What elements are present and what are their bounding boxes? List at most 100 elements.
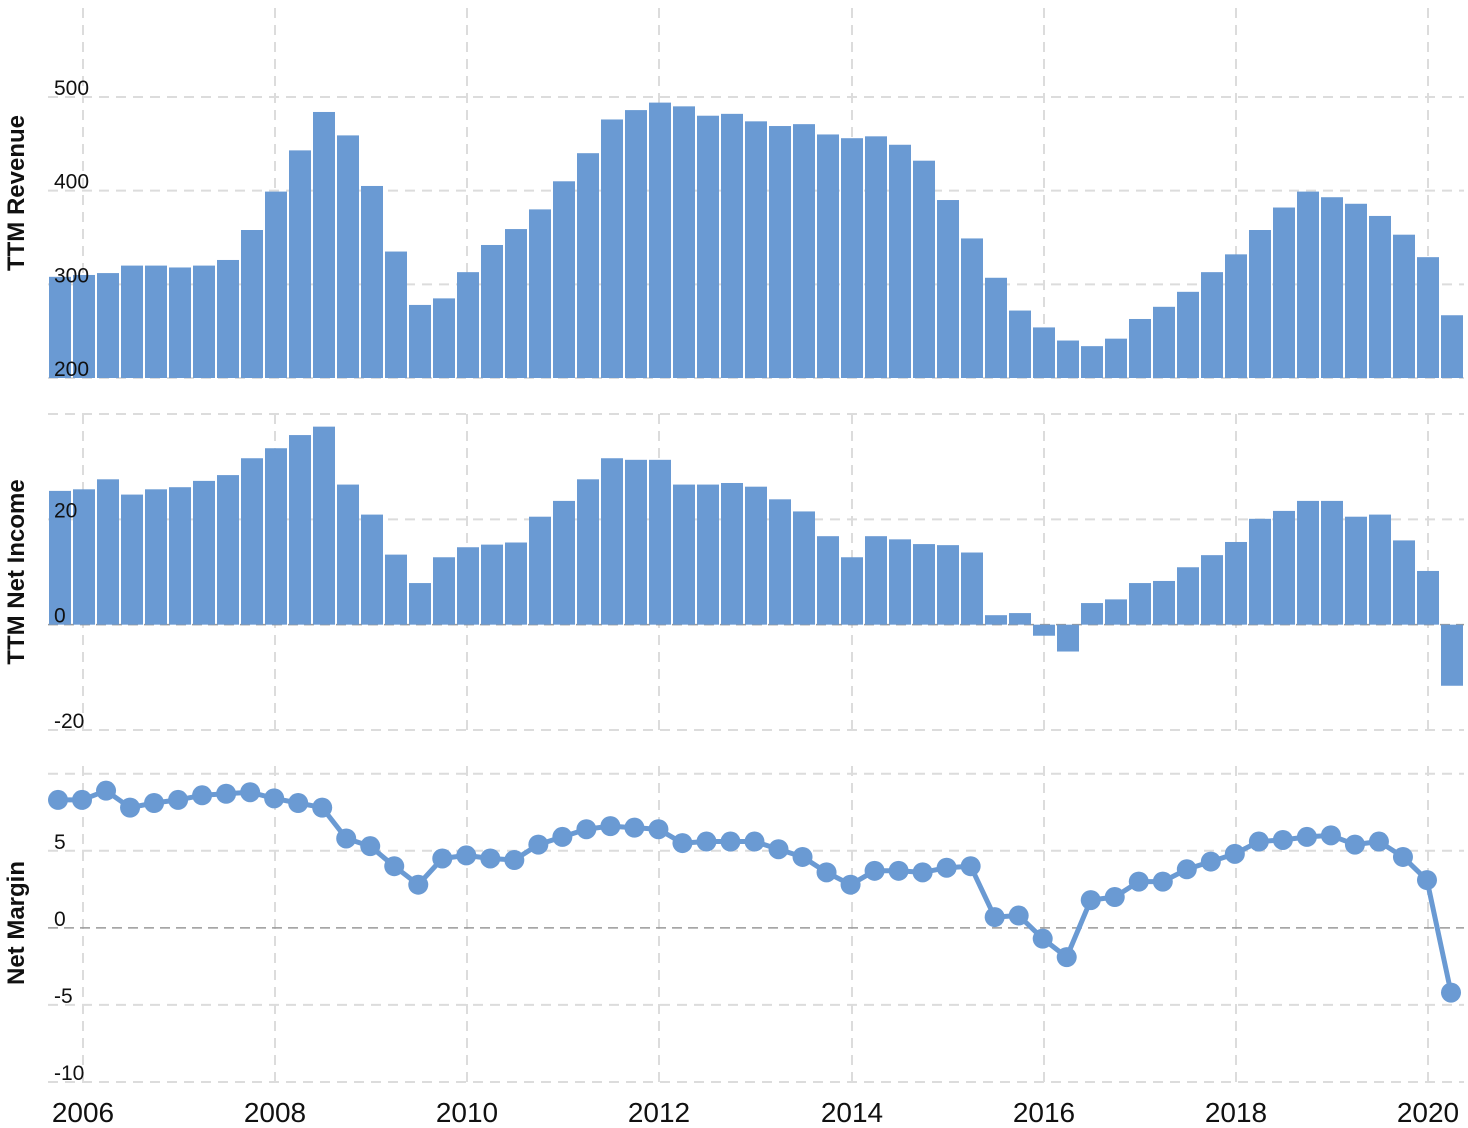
ytick-0-3: 500 (54, 77, 89, 100)
xtick-2018: 2018 (1205, 1097, 1267, 1128)
revenue-bar-9 (265, 191, 287, 378)
net-income-bar-39 (985, 615, 1007, 625)
xtick-2008: 2008 (244, 1097, 306, 1128)
net-margin-point-18 (480, 848, 501, 869)
ytick-2-2: 0 (54, 908, 66, 931)
revenue-bar-0 (49, 276, 71, 378)
revenue-bar-21 (553, 181, 575, 378)
net-margin-point-4 (144, 792, 165, 813)
net-income-bar-5 (169, 487, 191, 625)
net-margin-point-38 (960, 856, 981, 877)
net-margin-point-3 (120, 797, 141, 818)
net-income-bar-45 (1129, 583, 1151, 625)
net-income-bar-29 (745, 486, 767, 625)
net-margin-point-24 (624, 817, 645, 838)
revenue-bar-48 (1201, 272, 1223, 378)
tick-labels: 200 300 400 500 -20 0 20 -10 -5 0 5 2006 2008 2010 201… (52, 77, 1459, 1128)
xtick-2012: 2012 (628, 1097, 690, 1128)
net-margin-line (48, 780, 1461, 1003)
net-income-bar-48 (1201, 555, 1223, 625)
net-margin-path (58, 788, 1454, 994)
net-margin-point-54 (1344, 834, 1365, 855)
net-income-bar-18 (481, 544, 503, 625)
net-margin-point-17 (456, 845, 477, 866)
net-income-bar-49 (1225, 541, 1247, 625)
net-income-bar-20 (529, 516, 551, 625)
net-margin-point-36 (912, 862, 933, 883)
net-margin-point-12 (336, 828, 357, 849)
net-margin-point-46 (1152, 871, 1173, 892)
revenue-bar-11 (313, 111, 335, 379)
net-margin-point-1 (72, 789, 93, 810)
net-income-bar-56 (1393, 540, 1415, 625)
net-margin-point-28 (720, 831, 741, 852)
net-margin-point-30 (768, 839, 789, 860)
revenue-bar-3 (121, 265, 143, 378)
net-income-bar-25 (649, 459, 671, 625)
revenue-bar-25 (649, 102, 671, 378)
revenue-bar-33 (841, 138, 863, 378)
net-income-bar-31 (793, 511, 815, 625)
revenue-bar-52 (1297, 191, 1319, 378)
revenue-bar-26 (673, 106, 695, 378)
net-margin-point-56 (1392, 846, 1413, 867)
net-income-bar-0 (49, 490, 71, 625)
net-margin-point-14 (384, 856, 405, 877)
revenue-bar-1 (73, 274, 95, 378)
net-margin-point-57 (1416, 870, 1437, 891)
net-income-bar-55 (1369, 514, 1391, 625)
net-income-bar-14 (385, 554, 407, 625)
revenue-bar-32 (817, 134, 839, 378)
net-margin-point-58 (1441, 982, 1461, 1003)
revenue-bar-47 (1177, 291, 1199, 378)
net-income-bar-40 (1009, 613, 1031, 625)
net-income-bar-13 (361, 514, 383, 625)
revenue-bar-22 (577, 153, 599, 378)
revenue-bar-55 (1369, 215, 1391, 378)
net-income-bar-23 (601, 458, 623, 625)
revenue-bar-15 (409, 304, 431, 378)
ytick-0-2: 400 (54, 171, 89, 194)
revenue-bar-23 (601, 119, 623, 378)
net-margin-point-45 (1128, 871, 1149, 892)
net-margin-point-35 (888, 860, 909, 881)
net-income-bar-41 (1033, 624, 1055, 636)
net-income-bar-27 (697, 484, 719, 625)
revenue-bar-19 (505, 229, 527, 378)
net-margin-point-6 (192, 785, 213, 806)
ytick-2-1: -5 (54, 985, 73, 1008)
revenue-bar-29 (745, 121, 767, 379)
net-margin-point-22 (576, 819, 597, 840)
net-income-bar-12 (337, 484, 359, 625)
net-margin-point-16 (432, 848, 453, 869)
revenue-bar-24 (625, 110, 647, 379)
net-income-bar-58 (1441, 624, 1463, 686)
revenue-bar-43 (1081, 346, 1103, 378)
xtick-2006: 2006 (52, 1097, 114, 1128)
net-income-bar-3 (121, 494, 143, 625)
revenue-bar-51 (1273, 207, 1295, 378)
net-margin-point-48 (1200, 851, 1221, 872)
net-margin-point-53 (1320, 825, 1341, 846)
net-margin-point-51 (1272, 829, 1293, 850)
revenue-bar-16 (433, 298, 455, 378)
net-income-bar-2 (97, 479, 119, 625)
net-income-bar-52 (1297, 500, 1319, 625)
revenue-bar-37 (937, 200, 959, 378)
xtick-2016: 2016 (1013, 1097, 1075, 1128)
net-margin-point-49 (1224, 843, 1245, 864)
revenue-bar-31 (793, 124, 815, 378)
net-margin-point-44 (1104, 887, 1125, 908)
net-margin-point-21 (552, 826, 573, 847)
net-margin-point-55 (1368, 831, 1389, 852)
net-margin-point-27 (696, 831, 717, 852)
net-income-bar-30 (769, 499, 791, 625)
revenue-bar-38 (961, 238, 983, 378)
revenue-bar-42 (1057, 340, 1079, 378)
xtick-2014: 2014 (821, 1097, 883, 1128)
ylabel-net-margin: Net Margin (3, 861, 30, 985)
revenue-bar-28 (721, 113, 743, 379)
net-income-bar-6 (193, 480, 215, 625)
net-income-bar-19 (505, 542, 527, 625)
net-margin-point-47 (1176, 859, 1197, 880)
